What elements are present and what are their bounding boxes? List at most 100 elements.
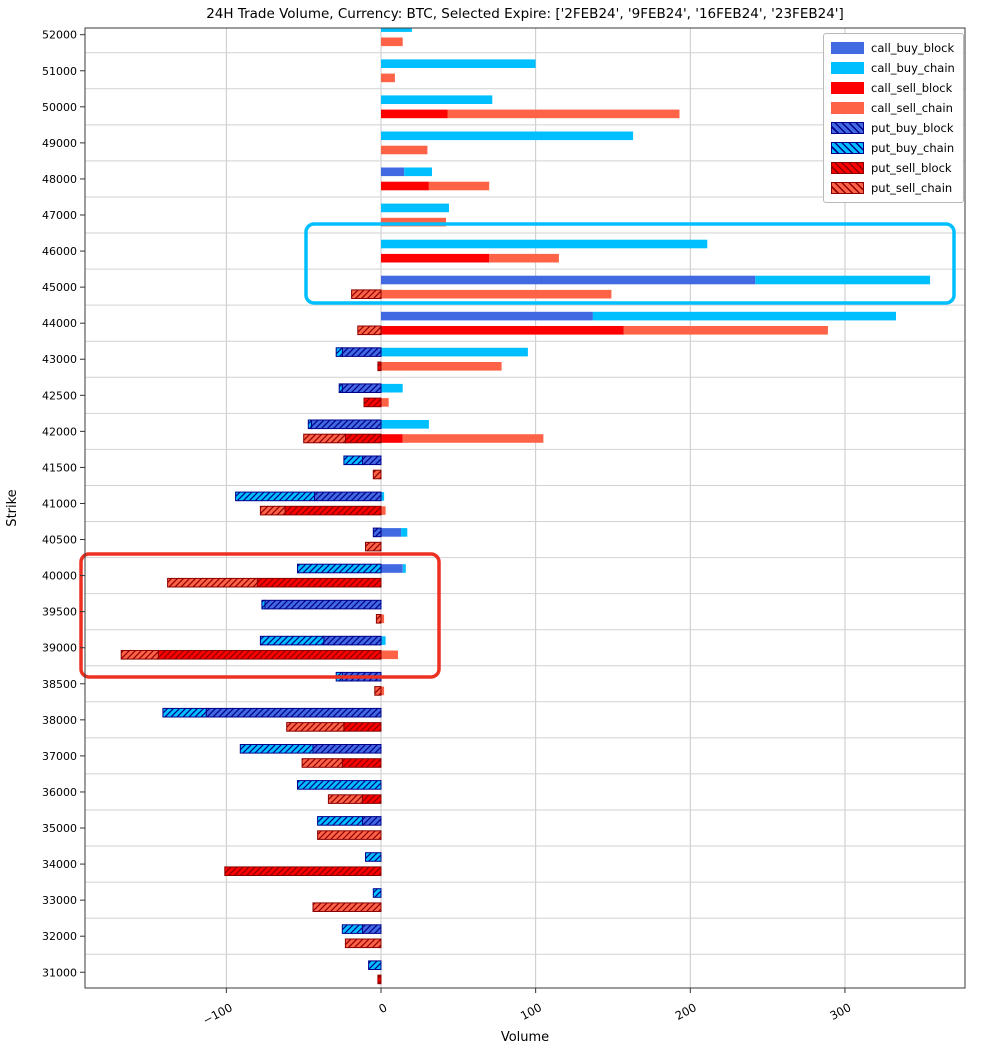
bar-call_buy_chain-42000 xyxy=(381,420,429,429)
bar-put_buy_chain-41500 xyxy=(343,455,363,466)
bar-put_sell_chain-38000 xyxy=(286,722,345,732)
bar-put_sell_block-31000 xyxy=(377,974,382,985)
bar-put_buy_chain-36000 xyxy=(297,780,382,790)
bar-put_buy_chain-39500 xyxy=(261,599,266,610)
legend-label: put_buy_chain xyxy=(871,141,955,155)
y-tick-label: 52000 xyxy=(42,29,77,42)
legend-item-put_sell_chain: put_sell_chain xyxy=(831,179,956,198)
y-tick-label: 39500 xyxy=(42,606,77,619)
bar-put_sell_block-38000 xyxy=(343,722,382,732)
bar-call_buy_chain-44000 xyxy=(592,311,896,321)
bar-put_sell_chain-36000 xyxy=(327,794,363,804)
bar-call_sell_chain-38500 xyxy=(381,686,385,696)
y-tick-label: 43000 xyxy=(42,353,77,366)
bar-call_buy_chain-45000 xyxy=(755,275,931,285)
y-tick-label: 38000 xyxy=(42,714,77,727)
y-tick-label: 40000 xyxy=(42,570,77,583)
legend-swatch-call_buy_chain xyxy=(831,62,864,74)
y-tick-label: 50000 xyxy=(42,101,77,114)
bar-call_sell_chain-46000 xyxy=(489,253,559,263)
x-tick-label: 200 xyxy=(673,1000,699,1023)
y-tick-label: 45000 xyxy=(42,281,77,294)
legend-swatch-call_sell_block xyxy=(831,82,864,94)
bar-call_buy_chain-42500 xyxy=(381,383,403,393)
y-tick-label: 40500 xyxy=(42,534,77,547)
y-tick-label: 35000 xyxy=(42,822,77,835)
bar-call_sell_block-46000 xyxy=(381,253,490,263)
bar-put_sell_chain-44000 xyxy=(357,325,382,336)
highlight-box-calls xyxy=(304,222,956,305)
bar-call_sell_chain-42000 xyxy=(402,434,544,443)
plot-border xyxy=(84,27,966,989)
bar-call_buy_chain-40000 xyxy=(402,564,406,573)
y-tick-label: 51000 xyxy=(42,65,77,78)
legend-swatch-call_buy_block xyxy=(831,42,864,54)
bar-put_sell_block-37000 xyxy=(341,758,382,768)
y-tick-label: 41500 xyxy=(42,461,77,474)
bar-put_buy_block-39000 xyxy=(323,635,382,646)
bar-put_buy_chain-37000 xyxy=(239,744,314,754)
bar-call_buy_chain-41000 xyxy=(381,492,385,501)
bar-put_sell_block-36000 xyxy=(361,794,382,804)
bar-call_sell_chain-39000 xyxy=(381,650,398,660)
x-tick-label: −100 xyxy=(200,1000,234,1027)
bar-call_buy_chain-51000 xyxy=(381,59,536,68)
bar-call_sell_chain-52000 xyxy=(381,37,403,47)
bar-put_sell_chain-39000 xyxy=(120,650,159,660)
bar-put_buy_chain-40000 xyxy=(297,563,382,574)
bar-put_buy_chain-33000 xyxy=(372,888,382,898)
bar-call_buy_chain-50000 xyxy=(381,95,493,104)
bar-put_buy_block-40500 xyxy=(372,527,382,538)
legend-swatch-put_buy_chain xyxy=(831,142,864,154)
bar-put_buy_block-41000 xyxy=(314,491,382,502)
bar-call_sell_chain-49000 xyxy=(381,145,428,155)
bar-call_buy_chain-43000 xyxy=(381,347,528,357)
bar-call_sell_block-42000 xyxy=(381,434,403,443)
bar-call_buy_chain-49000 xyxy=(381,131,634,141)
bar-call_sell_chain-47000 xyxy=(381,217,446,227)
bar-put_sell_block-42500 xyxy=(363,397,382,408)
bar-put_sell_block-41000 xyxy=(284,505,382,516)
bar-put_sell_chain-41500 xyxy=(372,469,382,480)
legend-label: call_buy_chain xyxy=(871,61,955,75)
x-tick-label: 100 xyxy=(518,1000,544,1023)
bar-put_sell_chain-32000 xyxy=(344,938,382,949)
legend-item-put_buy_chain: put_buy_chain xyxy=(831,139,956,158)
y-tick-label: 33000 xyxy=(42,894,77,907)
legend: call_buy_block call_buy_chain call_sell_bl… xyxy=(823,33,964,203)
legend-item-put_buy_block: put_buy_block xyxy=(831,119,956,138)
x-tick-label: 300 xyxy=(827,1000,853,1023)
bar-call_sell_block-48000 xyxy=(381,181,429,191)
bar-put_sell_chain-35000 xyxy=(317,830,382,840)
highlight-box-puts xyxy=(79,552,441,679)
bar-put_buy_block-43000 xyxy=(341,347,382,357)
bar-call_buy_chain-40500 xyxy=(401,528,408,537)
bar-put_buy_block-32000 xyxy=(361,924,382,934)
y-tick-label: 48000 xyxy=(42,173,77,186)
bar-put_sell_block-43000 xyxy=(377,361,382,372)
bar-call_buy_block-40000 xyxy=(381,564,403,573)
bar-call_sell_chain-42500 xyxy=(381,398,389,407)
bar-put_sell_block-40000 xyxy=(256,577,382,588)
legend-swatch-put_sell_chain xyxy=(831,182,864,194)
legend-label: put_sell_block xyxy=(871,161,952,175)
y-tick-label: 42500 xyxy=(42,389,77,402)
legend-swatch-put_buy_block xyxy=(831,122,864,134)
bar-put_buy_block-39500 xyxy=(264,599,382,610)
bar-call_buy_block-44000 xyxy=(381,311,593,321)
legend-label: call_buy_block xyxy=(871,41,955,55)
bar-put_sell_chain-37000 xyxy=(301,758,343,768)
bar-put_buy_chain-39000 xyxy=(259,635,325,646)
bar-call_buy_chain-52000 xyxy=(381,28,412,32)
bar-put_sell_chain-40000 xyxy=(167,577,258,588)
bar-put_sell_chain-38500 xyxy=(374,686,382,696)
bar-call_buy_chain-47000 xyxy=(381,203,449,213)
y-tick-label: 42000 xyxy=(42,425,77,438)
bar-call_sell_chain-43000 xyxy=(381,362,502,371)
bar-put_buy_chain-35000 xyxy=(317,816,363,826)
y-tick-label: 49000 xyxy=(42,137,77,150)
bar-put_buy_block-42000 xyxy=(310,419,382,430)
bar-put_buy_chain-31000 xyxy=(368,960,382,971)
chart-title: 24H Trade Volume, Currency: BTC, Selecte… xyxy=(206,6,844,22)
